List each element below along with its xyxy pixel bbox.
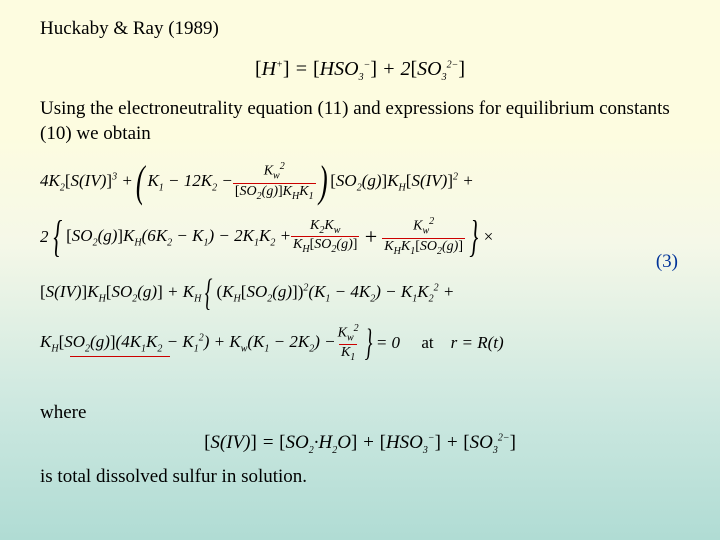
equation-number: (3): [656, 251, 678, 273]
reference-citation: Huckaby & Ray (1989): [40, 18, 680, 40]
where-label: where: [40, 402, 680, 424]
main-equation-block: 4K2[S(IV)]3 + ( K1 − 12K2 − Kw2 [SO2(g)]…: [40, 156, 680, 396]
top-equation: [H+] = [HSO3−] + 2[SO32−]: [40, 58, 680, 83]
final-text: is total dissolved sulfur in solution.: [40, 466, 680, 488]
explanation-text: Using the electroneutrality equation (11…: [40, 97, 680, 146]
siv-equation: [S(IV)] = [SO2·H2O] + [HSO3−] + [SO32−]: [40, 432, 680, 456]
